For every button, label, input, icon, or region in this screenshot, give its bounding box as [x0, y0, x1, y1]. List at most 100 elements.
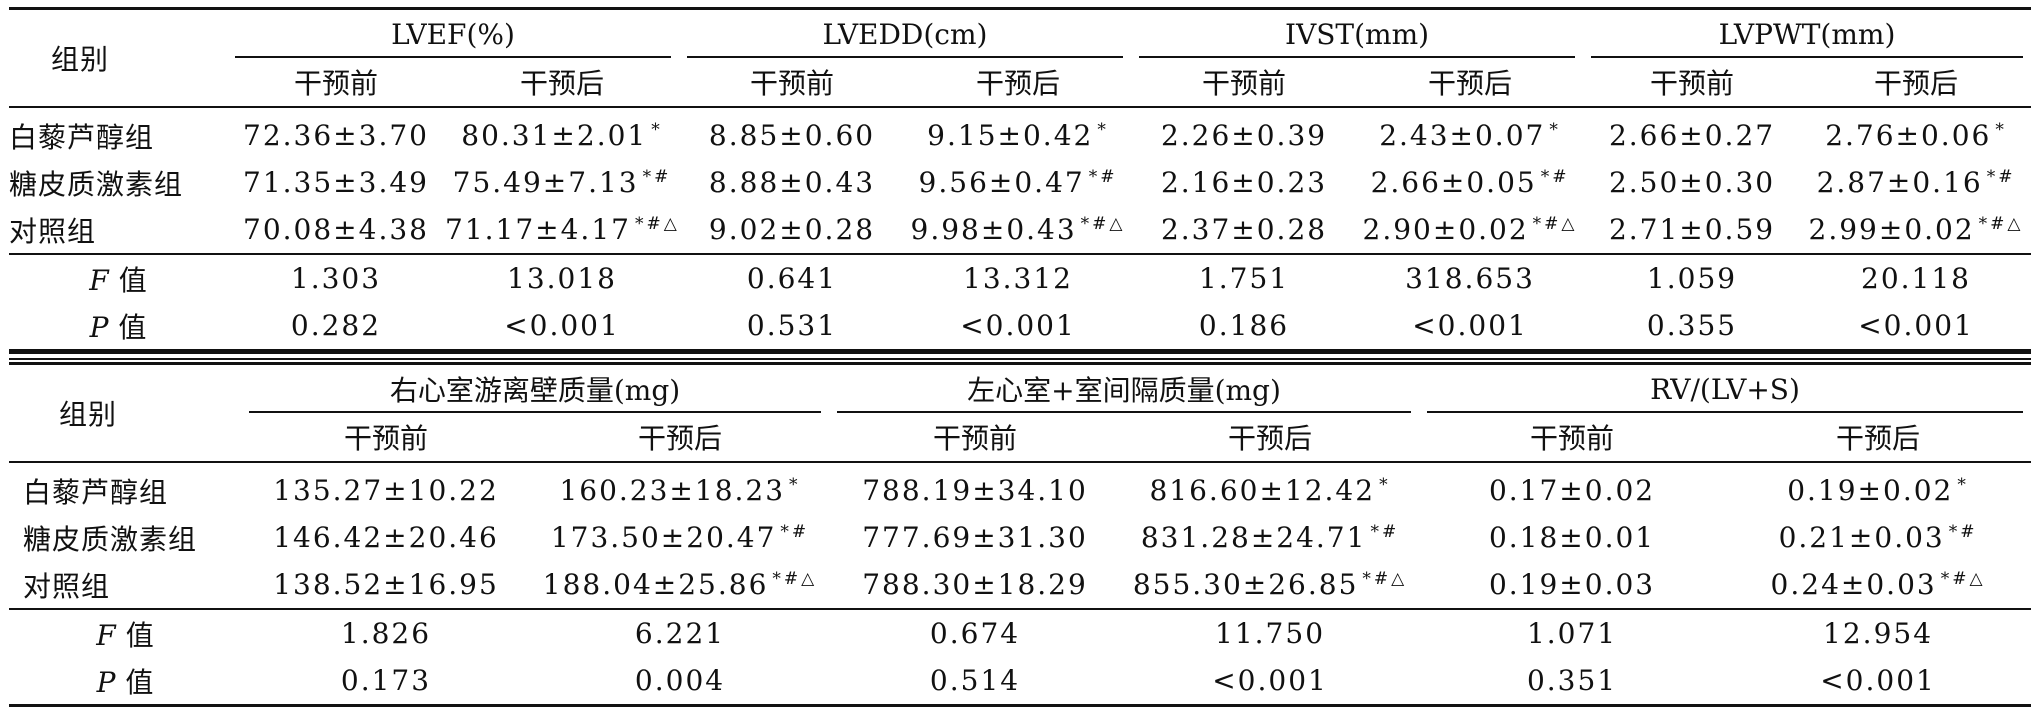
stat-number: 0.351 — [1526, 664, 1618, 697]
cell-value: 2.99±0.02 — [1808, 213, 1975, 246]
stat-value: <0.001 — [1725, 657, 2032, 707]
before-header: 干预前 — [1202, 67, 1287, 100]
cell-value: 160.23±18.23 — [559, 474, 786, 507]
cell-value: 2.16±0.23 — [1160, 166, 1328, 199]
data-cell: 188.04±25.86 *#△ — [531, 561, 829, 609]
stat-value: <0.001 — [1801, 302, 2032, 352]
cell-value: 0.18±0.01 — [1488, 521, 1656, 554]
stat-number: 0.674 — [929, 617, 1021, 650]
data-cell: 9.15±0.42 * — [905, 106, 1132, 159]
data-cell: 2.99±0.02 *#△ — [1801, 206, 2031, 254]
cell-value: 0.19±0.02 — [1787, 474, 1954, 507]
cell-value: 831.28±24.71 — [1140, 521, 1367, 554]
cell-value: 9.56±0.47 — [918, 166, 1085, 199]
stat-number: 1.751 — [1198, 262, 1290, 295]
significance-mark: * — [1957, 474, 1969, 495]
data-cell: 0.24±0.03 *#△ — [1725, 561, 2031, 609]
stat-symbol: P — [96, 665, 116, 699]
significance-mark: *#△ — [1080, 213, 1126, 234]
table-row: 白藜芦醇组 135.27±10.22 160.23±18.23 * 788.19±34.… — [9, 461, 2032, 514]
cell-value: 2.66±0.05 — [1370, 166, 1537, 199]
before-header: 干预前 — [933, 422, 1018, 455]
data-cell: 9.56±0.47 *# — [905, 159, 1131, 206]
stat-value: 0.351 — [1419, 657, 1726, 707]
stat-value: 13.312 — [905, 253, 1132, 302]
stat-number: <0.001 — [960, 309, 1076, 342]
metric-header: LVEDD(cm) — [679, 7, 1132, 59]
stat-value: 0.531 — [679, 302, 905, 352]
after-header: 干预后 — [1836, 422, 1921, 455]
table-row: 糖皮质激素组 146.42±20.46 173.50±20.47 *# 777.69±3… — [9, 514, 2031, 561]
cell-value: 72.36±3.70 — [243, 119, 429, 152]
group-name: 糖皮质激素组 — [9, 167, 184, 201]
stat-symbol: F — [89, 263, 109, 297]
data-cell: 0.17±0.02 — [1419, 461, 1726, 514]
stat-number: 20.118 — [1861, 262, 1971, 295]
data-cell: 788.30±18.29 — [829, 561, 1121, 609]
data-cell: 8.88±0.43 — [679, 159, 905, 206]
after-header: 干预后 — [1874, 67, 1959, 100]
p-value-row: P 值 0.282 <0.001 0.531 <0.001 0.186 <0.001 0.355… — [9, 302, 2032, 352]
significance-mark: * — [1549, 119, 1561, 140]
significance-mark: *# — [1370, 521, 1400, 542]
f-value-row: F 值 1.826 6.221 0.674 11.750 1.071 12.954 — [9, 608, 2032, 657]
stat-number: 12.954 — [1823, 617, 1934, 650]
cell-value: 2.37±0.28 — [1160, 213, 1328, 246]
ventricle-mass-table: 组别 右心室游离壁质量(mg) 左心室+室间隔质量(mg) RV/(LV+S) … — [9, 362, 2032, 707]
significance-mark: *#△ — [1532, 213, 1578, 234]
significance-mark: *#△ — [772, 568, 818, 589]
metric-header: LVPWT(mm) — [1583, 7, 2032, 59]
before-header: 干预前 — [343, 422, 428, 455]
stat-number: <0.001 — [1820, 664, 1936, 697]
cell-value: 146.42±20.46 — [273, 521, 499, 554]
metric-header: RV/(LV+S) — [1419, 362, 2032, 414]
stat-number: 13.018 — [507, 262, 617, 295]
stat-value: 11.750 — [1121, 608, 1420, 657]
group-name: 糖皮质激素组 — [23, 522, 198, 556]
stat-number: 318.653 — [1405, 262, 1535, 295]
table-divider — [9, 352, 2031, 360]
stat-label-text: 值 — [125, 665, 154, 699]
table-row: 糖皮质激素组 71.35±3.49 75.49±7.13 *# 8.88±0.43 9.5… — [9, 159, 2031, 206]
stat-value: 1.826 — [241, 608, 531, 657]
data-cell: 0.21±0.03 *# — [1725, 514, 2031, 561]
significance-mark: *# — [1948, 521, 1978, 542]
data-cell: 2.66±0.05 *# — [1357, 159, 1583, 206]
significance-mark: * — [1097, 119, 1109, 140]
stat-value: 12.954 — [1725, 608, 2032, 657]
cell-value: 9.15±0.42 — [927, 119, 1094, 152]
cell-value: 0.17±0.02 — [1488, 474, 1656, 507]
stat-number: 1.071 — [1526, 617, 1618, 650]
before-header: 干预前 — [1530, 422, 1615, 455]
data-cell: 71.35±3.49 — [227, 159, 445, 206]
stat-value: 1.303 — [227, 253, 445, 302]
before-header: 干预前 — [1650, 67, 1735, 100]
stat-value: 0.173 — [241, 657, 531, 707]
stat-value: 20.118 — [1801, 253, 2032, 302]
stat-number: 13.312 — [963, 262, 1073, 295]
cell-value: 70.08±4.38 — [243, 213, 429, 246]
significance-mark: *# — [1540, 166, 1570, 187]
stat-symbol: F — [96, 618, 116, 652]
stat-number: <0.001 — [1858, 309, 1974, 342]
stat-value: 6.221 — [531, 608, 830, 657]
cell-value: 2.26±0.39 — [1160, 119, 1328, 152]
data-cell: 2.71±0.59 — [1583, 206, 1801, 254]
stat-value: 0.514 — [829, 657, 1122, 707]
cell-value: 9.02±0.28 — [708, 213, 876, 246]
cell-value: 2.71±0.59 — [1608, 213, 1776, 246]
cell-value: 8.85±0.60 — [708, 119, 876, 152]
stat-value: 13.018 — [445, 253, 679, 302]
cell-value: 71.17±4.17 — [445, 213, 631, 246]
cell-value: 788.19±34.10 — [862, 474, 1088, 507]
stat-number: 0.355 — [1646, 309, 1738, 342]
stat-number: 0.531 — [746, 309, 838, 342]
after-header: 干预后 — [1428, 67, 1513, 100]
stat-number: 1.303 — [290, 262, 382, 295]
data-cell: 173.50±20.47 *# — [531, 514, 829, 561]
data-cell: 2.76±0.06 * — [1801, 106, 2032, 159]
data-cell: 2.66±0.27 — [1583, 106, 1802, 159]
significance-mark: *#△ — [1940, 568, 1986, 589]
cell-value: 188.04±25.86 — [542, 568, 769, 601]
